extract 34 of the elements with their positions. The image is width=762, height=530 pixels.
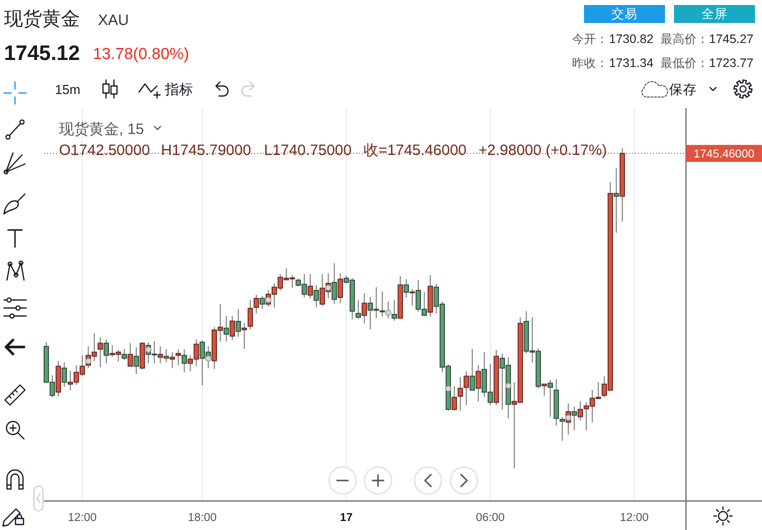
text: 今开： (572, 32, 608, 46)
point (505, 382, 512, 389)
annotation: +2.98000 (+0.17%) (478, 142, 607, 159)
annotation: H1745.79000 (161, 142, 252, 159)
text: 1723.77 (709, 56, 754, 70)
x-tick-label: 17 (340, 512, 353, 524)
point (205, 355, 212, 362)
chart-title: 现货黄金 (4, 9, 80, 30)
text: 最低价： (660, 56, 708, 70)
button: 交易 (584, 5, 665, 23)
x-tick-label: 12:00 (68, 512, 97, 524)
annotation: L1740.75000 (264, 142, 352, 159)
x-tick-label: 18:00 (188, 512, 217, 524)
text: 指标 (164, 81, 193, 97)
button: 全屏 (674, 5, 755, 23)
text: 15m (55, 82, 80, 97)
text: 现货黄金, 15 (59, 121, 144, 138)
chart-subtitle: XAU (98, 12, 129, 29)
text: 1745.27 (709, 32, 754, 46)
point (565, 414, 572, 421)
point (85, 358, 92, 364)
text: 保存 (669, 82, 697, 97)
annotation: O1742.50000 (59, 142, 150, 159)
text: 1731.34 (609, 56, 654, 70)
annotation: 收=1745.46000 (364, 142, 467, 159)
text: 1730.82 (609, 32, 654, 46)
x-tick-label: 12:00 (620, 512, 649, 524)
text: 最高价： (660, 32, 708, 46)
text: 1745.12 (4, 42, 80, 65)
text: 13.78(0.80%) (93, 46, 190, 63)
point (445, 386, 452, 392)
point (265, 296, 272, 304)
x-tick-label: 06:00 (476, 512, 505, 524)
text: 昨收： (572, 56, 608, 70)
